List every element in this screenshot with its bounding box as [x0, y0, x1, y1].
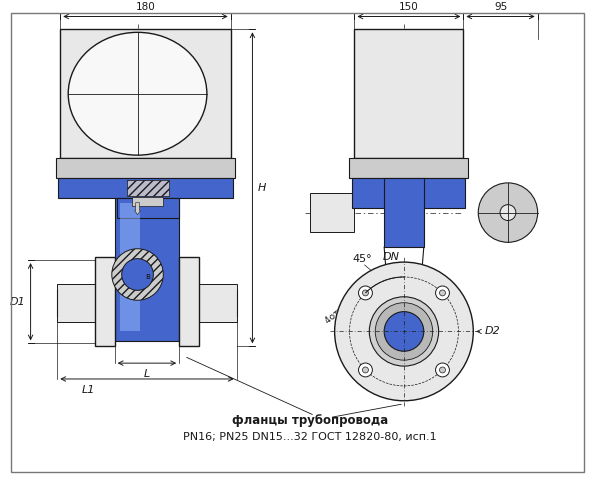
- Circle shape: [359, 363, 372, 377]
- Circle shape: [334, 262, 473, 401]
- Text: DN: DN: [383, 252, 403, 293]
- Text: PN16; PN25 DN15...32 ГОСТ 12820-80, исп.1: PN16; PN25 DN15...32 ГОСТ 12820-80, исп.…: [183, 432, 437, 443]
- Bar: [131, 197, 163, 205]
- Circle shape: [436, 286, 449, 300]
- Text: D1: D1: [10, 297, 26, 307]
- Text: 180: 180: [136, 1, 155, 12]
- Circle shape: [440, 367, 446, 373]
- Text: 150: 150: [399, 1, 419, 12]
- Text: L1: L1: [82, 385, 95, 395]
- Circle shape: [478, 183, 538, 242]
- Bar: [95, 257, 115, 346]
- Bar: [310, 193, 355, 232]
- Text: фланцы трубопровода: фланцы трубопровода: [232, 414, 388, 427]
- Bar: [349, 158, 468, 178]
- Circle shape: [375, 303, 433, 360]
- Text: 45°: 45°: [353, 254, 372, 264]
- Circle shape: [122, 259, 154, 290]
- Bar: [57, 284, 95, 322]
- Text: D2: D2: [477, 326, 501, 336]
- Circle shape: [362, 290, 368, 296]
- Bar: [115, 198, 179, 341]
- Bar: [355, 29, 464, 158]
- Ellipse shape: [68, 32, 207, 155]
- Bar: [352, 178, 465, 208]
- Circle shape: [359, 286, 372, 300]
- Bar: [179, 257, 199, 346]
- Circle shape: [362, 367, 368, 373]
- Circle shape: [112, 249, 163, 300]
- Bar: [199, 284, 237, 322]
- Text: в: в: [145, 272, 150, 281]
- Circle shape: [500, 204, 516, 220]
- Circle shape: [440, 290, 446, 296]
- Bar: [58, 178, 233, 198]
- FancyArrow shape: [134, 203, 140, 215]
- Bar: [120, 203, 140, 332]
- Bar: [57, 158, 234, 178]
- Text: 4отв. d: 4отв. d: [324, 298, 369, 367]
- Circle shape: [436, 363, 449, 377]
- Text: 95: 95: [494, 1, 507, 12]
- Bar: [60, 29, 231, 158]
- Bar: [117, 198, 179, 217]
- Text: H: H: [258, 183, 266, 193]
- Circle shape: [384, 312, 424, 351]
- Circle shape: [369, 297, 439, 366]
- Bar: [127, 180, 169, 196]
- Bar: [384, 178, 424, 247]
- Text: L: L: [144, 369, 150, 379]
